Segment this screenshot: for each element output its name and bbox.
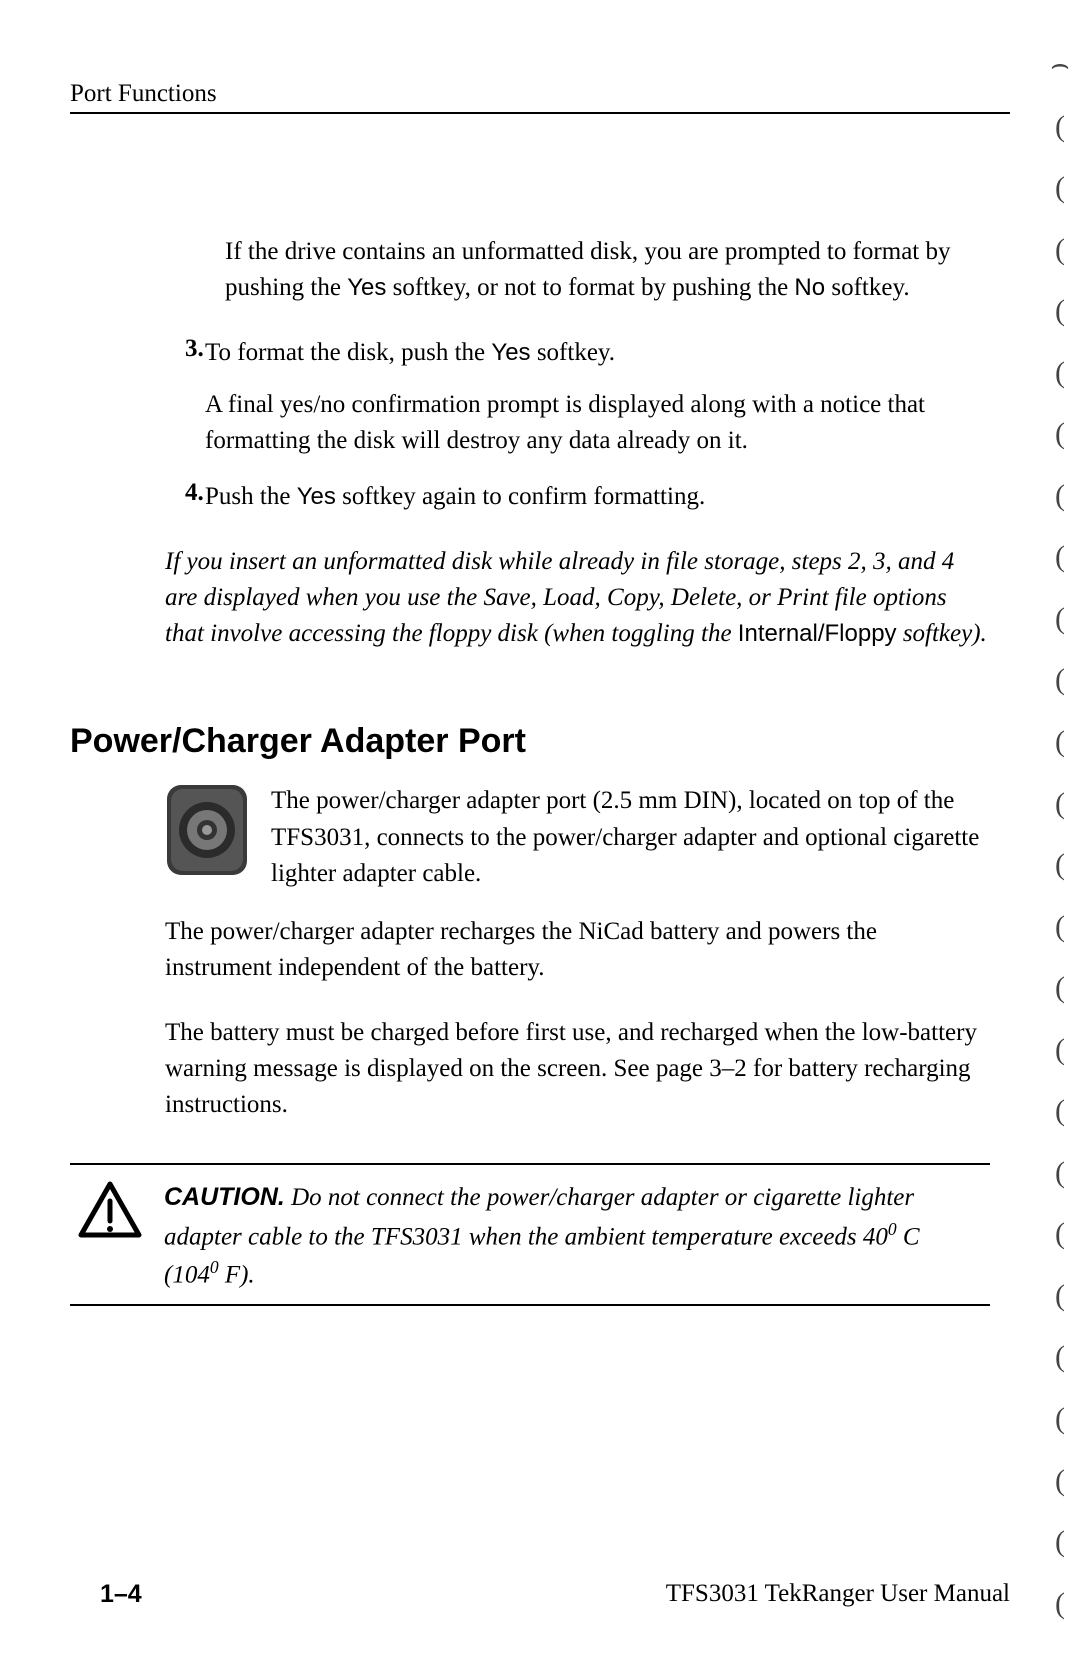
text: Push the <box>205 483 297 510</box>
intro-paragraph: If the drive contains an unformatted dis… <box>165 234 990 307</box>
page-header: Port Functions <box>70 80 1010 114</box>
port-row: The power/charger adapter port (2.5 mm D… <box>165 783 990 902</box>
caution-icon <box>78 1181 142 1239</box>
manual-title: TFS3031 TekRanger User Manual <box>666 1580 1010 1609</box>
caution-block: CAUTION. Do not connect the power/charge… <box>70 1163 990 1305</box>
section-p3: The battery must be charged before first… <box>165 1015 990 1124</box>
caution-label: CAUTION. <box>164 1183 285 1211</box>
text: softkey). <box>897 620 987 647</box>
step-number: 4. <box>165 479 205 515</box>
text: softkey. <box>825 274 909 301</box>
step-body: Push the Yes softkey again to confirm fo… <box>205 479 990 515</box>
italic-note: If you insert an unformatted disk while … <box>165 544 990 653</box>
page-content: If the drive contains an unformatted dis… <box>70 234 1010 1306</box>
text: softkey. <box>531 339 615 366</box>
internal-floppy-key: Internal/Floppy <box>738 620 897 647</box>
degree-sup: 0 <box>210 1257 219 1277</box>
din-port-icon <box>165 783 249 877</box>
text: softkey, or not to format by pushing the <box>386 274 794 301</box>
section-p1: The power/charger adapter port (2.5 mm D… <box>271 783 990 892</box>
no-key: No <box>794 274 825 301</box>
step-4: 4. Push the Yes softkey again to confirm… <box>165 479 990 515</box>
caution-text: CAUTION. Do not connect the power/charge… <box>164 1179 990 1293</box>
step-3: 3. To format the disk, push the Yes soft… <box>165 335 990 460</box>
step-number: 3. <box>165 335 205 460</box>
page-number: 1–4 <box>70 1580 142 1609</box>
yes-key: Yes <box>491 339 530 366</box>
step-body: To format the disk, push the Yes softkey… <box>205 335 990 460</box>
text: F). <box>219 1261 255 1288</box>
text: softkey again to confirm formatting. <box>336 483 705 510</box>
yes-key: Yes <box>297 483 336 510</box>
degree-sup: 0 <box>888 1219 897 1239</box>
section-title: Power/Charger Adapter Port <box>70 722 990 761</box>
page-footer: 1–4 TFS3031 TekRanger User Manual <box>70 1580 1010 1609</box>
yes-key: Yes <box>347 274 386 301</box>
section-p2: The power/charger adapter recharges the … <box>165 914 990 987</box>
step-3-detail: A final yes/no confirmation prompt is di… <box>205 387 990 460</box>
text: To format the disk, push the <box>205 339 491 366</box>
spiral-binding: ⌢((((((((((((((((((((((((( <box>1040 20 1080 1649</box>
